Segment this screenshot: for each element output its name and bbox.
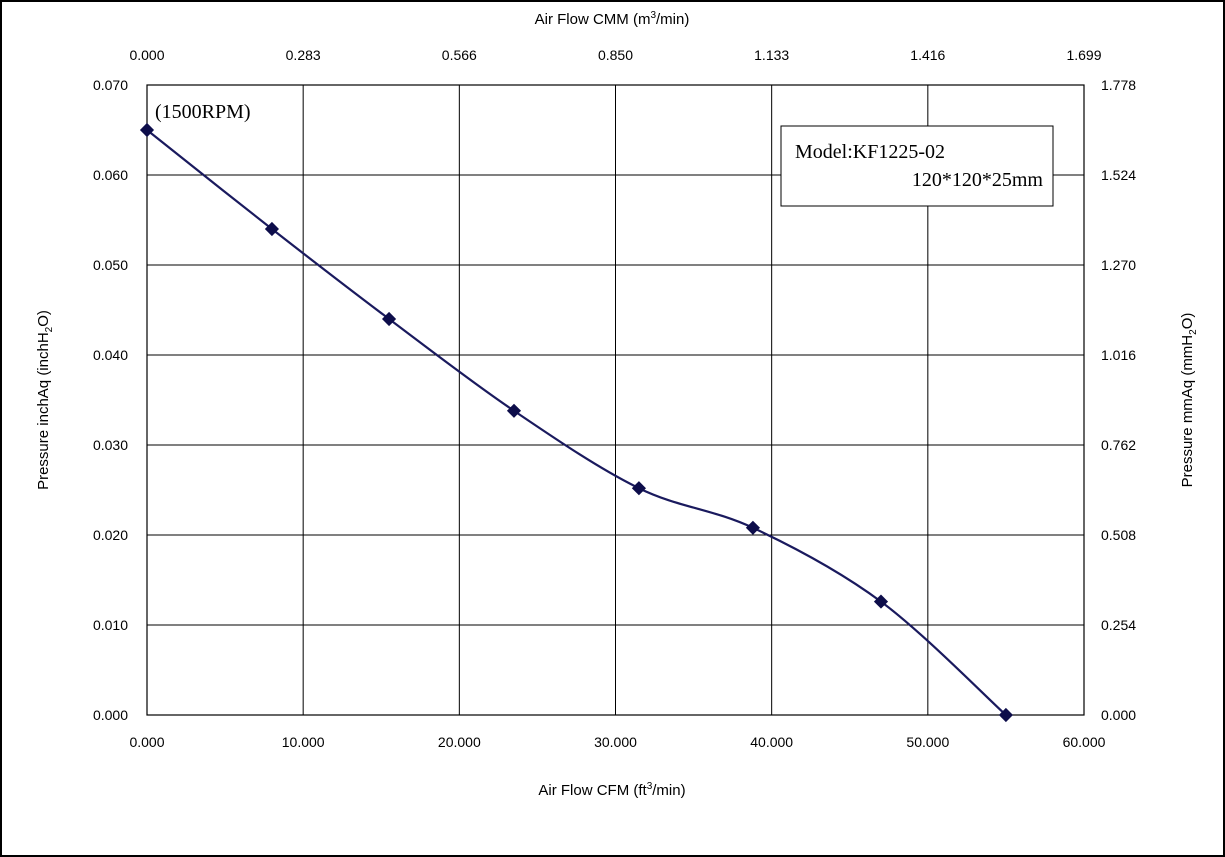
x2-tick-label: 1.699 (1066, 47, 1101, 63)
x2-axis-title-text: Air Flow CMM (m (535, 11, 651, 28)
model-name-label: Model:KF1225-02 (795, 141, 945, 163)
y-tick-label: 0.030 (93, 437, 128, 453)
y-tick-label: 0.000 (93, 707, 128, 723)
y-axis-title-text: Pressure inchAq (inchH (35, 332, 52, 490)
data-point-marker (264, 221, 280, 237)
y2-tick-label: 0.762 (1101, 437, 1136, 453)
y-tick-label: 0.040 (93, 347, 128, 363)
y2-tick-label: 1.270 (1101, 257, 1136, 273)
x2-axis-title-sup: 3 (650, 10, 656, 21)
series-line (146, 129, 1007, 716)
y-axis-title: Pressure inchAq (inchH2O) (35, 310, 55, 490)
tick-labels: 0.0000.00010.0000.28320.0000.56630.0000.… (93, 47, 1136, 750)
x2-tick-label: 0.000 (129, 47, 164, 63)
model-legend-box: Model:KF1225-02 120*120*25mm (780, 125, 1054, 207)
x-axis-title-sup: 3 (647, 781, 653, 792)
y-tick-label: 0.050 (93, 257, 128, 273)
x-axis-title-tail: /min) (652, 782, 685, 799)
data-point-marker (998, 707, 1013, 723)
y2-axis-title-tail: O) (1179, 313, 1196, 330)
y2-tick-label: 1.524 (1101, 167, 1136, 183)
data-point-marker (631, 481, 646, 496)
y2-tick-label: 0.508 (1101, 527, 1136, 543)
grid-lines (147, 85, 1084, 715)
x2-tick-label: 1.133 (754, 47, 789, 63)
y2-axis-title-sub: 2 (1188, 329, 1199, 335)
y-tick-label: 0.010 (93, 617, 128, 633)
x-tick-label: 0.000 (129, 734, 164, 750)
x2-tick-label: 0.566 (442, 47, 477, 63)
x-tick-label: 40.000 (750, 734, 793, 750)
y-axis-title-tail: O) (35, 310, 52, 327)
y2-tick-label: 0.254 (1101, 617, 1136, 633)
x2-tick-label: 0.283 (286, 47, 321, 63)
y2-tick-label: 0.000 (1101, 707, 1136, 723)
x-tick-label: 60.000 (1063, 734, 1106, 750)
y-axis-title-sub: 2 (44, 326, 55, 332)
data-point-marker (745, 520, 760, 535)
data-point-marker (381, 311, 397, 327)
x2-tick-label: 0.850 (598, 47, 633, 63)
data-point-marker (873, 594, 889, 609)
y-tick-label: 0.070 (93, 77, 128, 93)
series-layer (139, 122, 1013, 723)
y-tick-label: 0.020 (93, 527, 128, 543)
y2-axis-title: Pressure mmAq (mmH2O) (1179, 313, 1199, 488)
y2-axis-title-text: Pressure mmAq (mmH (1179, 335, 1196, 488)
rpm-annotation: (1500RPM) (155, 101, 251, 123)
x2-axis-title-tail: /min) (656, 11, 689, 28)
model-size-label: 120*120*25mm (912, 169, 1044, 191)
x-axis-title: Air Flow CFM (ft3/min) (538, 781, 685, 799)
y2-tick-label: 1.778 (1101, 77, 1136, 93)
model-legend-frame (780, 125, 1054, 207)
x-axis-title-text: Air Flow CFM (ft (538, 782, 647, 799)
y-tick-label: 0.060 (93, 167, 128, 183)
x2-tick-label: 1.416 (910, 47, 945, 63)
x-tick-label: 50.000 (906, 734, 949, 750)
y2-tick-label: 1.016 (1101, 347, 1136, 363)
x-tick-label: 10.000 (282, 734, 325, 750)
plot-area-frame (146, 84, 1085, 716)
x-tick-label: 30.000 (594, 734, 637, 750)
x2-axis-title: Air Flow CMM (m3/min) (535, 10, 690, 28)
x-tick-label: 20.000 (438, 734, 481, 750)
